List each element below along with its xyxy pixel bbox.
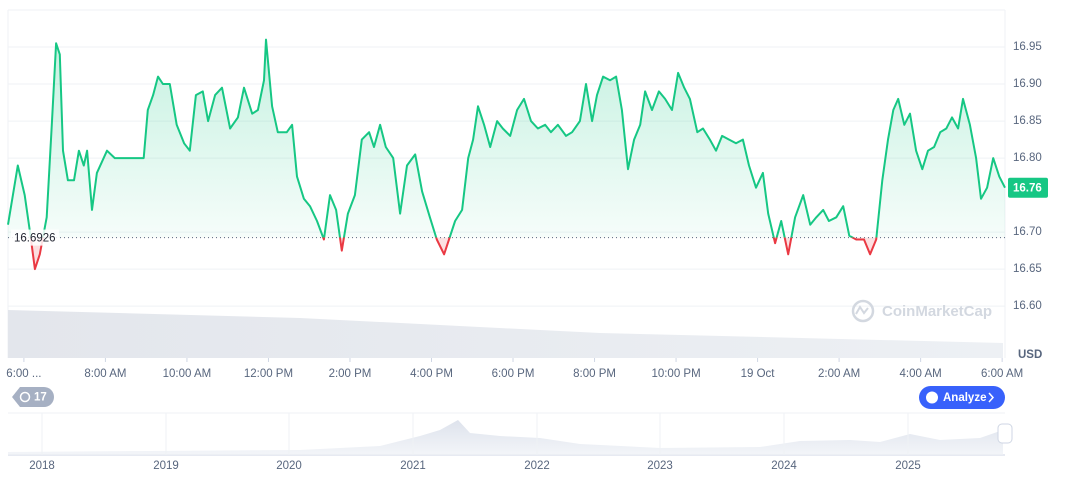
navigator-label: 2025 bbox=[895, 460, 921, 472]
watermark-text: CoinMarketCap bbox=[882, 303, 992, 320]
y-tick-label: 16.60 bbox=[1013, 300, 1042, 312]
volume-area bbox=[8, 310, 1003, 358]
area bbox=[8, 39, 1005, 270]
analyze-label: Analyze bbox=[943, 392, 986, 404]
y-tick-label: 16.90 bbox=[1013, 78, 1042, 90]
x-tick-label: 10:00 AM bbox=[163, 368, 212, 380]
x-tick-label: 10:00 PM bbox=[651, 368, 700, 380]
navigator-label: 2019 bbox=[153, 460, 179, 472]
x-tick-label: 2:00 PM bbox=[329, 368, 372, 380]
navigator-label: 2018 bbox=[29, 460, 55, 472]
navigator-label: 2021 bbox=[400, 460, 426, 472]
x-tick-label: 12:00 PM bbox=[244, 368, 293, 380]
navigator-label: 2022 bbox=[524, 460, 550, 472]
x-tick-label: 8:00 AM bbox=[84, 368, 126, 380]
analyze-button[interactable]: Analyze bbox=[919, 386, 1005, 409]
watermark: CoinMarketCap bbox=[851, 299, 992, 323]
current-price-label: 16.76 bbox=[1013, 183, 1042, 195]
x-tick-label: 8:00 PM bbox=[573, 368, 616, 380]
navigator bbox=[8, 412, 1013, 456]
x-tick-label: 4:00 PM bbox=[410, 368, 453, 380]
y-tick-label: 16.65 bbox=[1013, 263, 1042, 275]
navigator-label: 2023 bbox=[647, 460, 673, 472]
y-unit: USD bbox=[1018, 349, 1042, 361]
x-tick-label: 2:00 AM bbox=[818, 368, 860, 380]
x-tick-label: 6:00 ... bbox=[6, 368, 41, 380]
x-tick-label: 19 Oct bbox=[741, 368, 776, 380]
x-tick-label: 6:00 PM bbox=[492, 368, 535, 380]
y-tick-label: 16.80 bbox=[1013, 152, 1042, 164]
x-tick-label: 6:00 AM bbox=[981, 368, 1023, 380]
history-badge[interactable]: 17 bbox=[12, 387, 54, 407]
navigator-label: 2020 bbox=[276, 460, 302, 472]
x-tick-label: 4:00 AM bbox=[900, 368, 942, 380]
current-price-badge bbox=[1008, 177, 1048, 198]
baseline-label: 16.6926 bbox=[14, 233, 56, 245]
y-tick-label: 16.85 bbox=[1013, 115, 1042, 127]
history-count: 17 bbox=[34, 392, 47, 404]
y-tick-label: 16.95 bbox=[1013, 41, 1042, 53]
y-tick-label: 16.70 bbox=[1013, 226, 1042, 238]
price-line bbox=[7, 38, 1006, 271]
navigator-label: 2024 bbox=[771, 460, 797, 472]
baseline-label-bg bbox=[11, 229, 59, 246]
